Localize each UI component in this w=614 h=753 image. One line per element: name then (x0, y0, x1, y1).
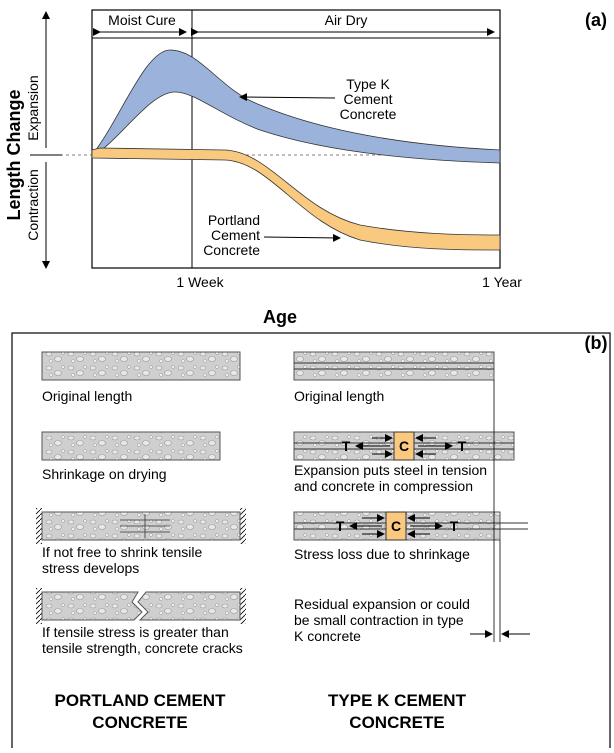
type-k-band (91, 49, 501, 164)
cracked-piece (41, 591, 143, 621)
curve-label: Portland (208, 212, 260, 228)
caption: If tensile stress is greater than (42, 624, 229, 640)
caption: stress develops (42, 560, 139, 576)
marker: T (450, 518, 459, 534)
caption: and concrete in compression (294, 478, 473, 494)
panel-label: (b) (585, 333, 608, 353)
curve-label: Type K (346, 76, 390, 92)
wall (36, 588, 42, 624)
plot-frame (91, 9, 501, 269)
wall (240, 588, 246, 624)
force-arrows (355, 434, 453, 458)
cracked-piece (137, 591, 241, 621)
caption: K concrete (294, 628, 361, 644)
curve-label: Concrete (340, 106, 397, 122)
marker: C (391, 518, 401, 534)
phase-label: Moist Cure (108, 12, 176, 28)
marker: T (336, 518, 345, 534)
curve-label: Cement (343, 91, 392, 107)
force-arrows (349, 514, 443, 538)
marker: T (342, 438, 351, 454)
caption: Expansion puts steel in tension (294, 462, 487, 478)
panel-b: (b) Original length Shrinkage on drying … (11, 332, 611, 753)
caption: tensile strength, concrete cracks (42, 640, 243, 656)
marker: C (399, 438, 409, 454)
caption: If not free to shrink tensile (42, 544, 203, 560)
portland-band (91, 147, 501, 251)
panel-frame (11, 332, 611, 753)
panel-a: Moist Cure Air Dry Type K Cement Concret… (4, 9, 607, 327)
label-arrow (263, 233, 341, 242)
concrete-bar (41, 351, 241, 381)
caption: be small contraction in type (294, 612, 464, 628)
stress-lines (120, 514, 170, 538)
concrete-bar (293, 351, 495, 381)
x-title: Age (263, 307, 297, 327)
steel (294, 522, 528, 530)
column-title: PORTLAND CEMENT (55, 691, 227, 710)
concrete-bar (41, 431, 221, 461)
compression-zone (393, 431, 415, 461)
x-label: 1 Year (482, 274, 522, 290)
panel-label: (a) (585, 10, 607, 30)
caption: Stress loss due to shrinkage (294, 546, 470, 562)
column-title: CONCRETE (92, 713, 187, 732)
caption: Residual expansion or could (294, 596, 470, 612)
caption: Original length (294, 388, 384, 404)
y-down-label: Contraction (25, 169, 41, 241)
compression-zone (385, 511, 407, 541)
wall (36, 508, 42, 544)
steel (294, 362, 494, 370)
curve-label: Concrete (203, 242, 260, 258)
y-title: Length Change (4, 90, 24, 221)
phase-label: Air Dry (325, 12, 368, 28)
curve-label: Cement (211, 227, 260, 243)
column-title: CONCRETE (349, 713, 444, 732)
caption: Original length (42, 388, 132, 404)
marker: T (458, 438, 467, 454)
label-arrow (239, 93, 336, 102)
wall (240, 508, 246, 544)
caption: Shrinkage on drying (42, 466, 167, 482)
y-up-label: Expansion (25, 75, 41, 140)
x-label: 1 Week (176, 274, 224, 290)
column-title: TYPE K CEMENT (328, 691, 467, 710)
